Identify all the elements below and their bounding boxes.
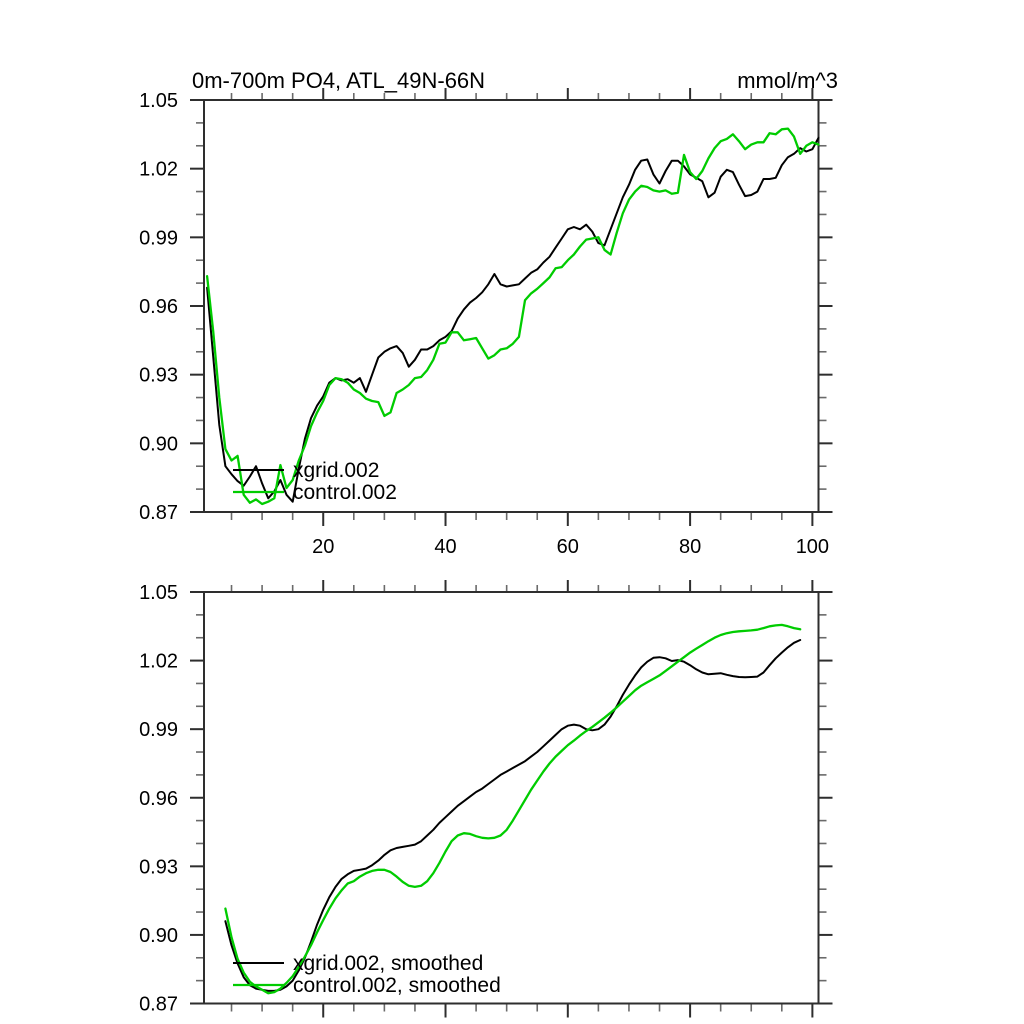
y-tick-label: 0.87 <box>139 994 178 1016</box>
y-tick-label: 0.96 <box>139 788 178 810</box>
y-tick-label: 0.99 <box>139 719 178 741</box>
legend-label: control.002, smoothed <box>293 974 501 997</box>
y-tick-label: 0.96 <box>139 296 178 318</box>
axes-layer: 20 40 60 80 100 0.87 0.90 0.93 0.96 0.99 1.02 1.05 <box>139 88 833 558</box>
series-layer <box>205 127 820 506</box>
y-tick-label: 1.05 <box>139 90 178 112</box>
series-line <box>224 623 802 995</box>
x-tick-label: 60 <box>557 536 579 558</box>
x-tick-label: 20 <box>312 536 334 558</box>
series-layer <box>224 623 802 995</box>
chart-title: 0m-700m PO4, ATL_49N-66N <box>192 68 485 93</box>
y-tick-label: 0.90 <box>139 925 178 947</box>
axes-layer: 0.87 0.90 0.93 0.96 0.99 1.02 1.05 <box>139 580 833 1018</box>
plot-frame <box>203 591 820 1005</box>
top-chart: 0m-700m PO4, ATL_49N-66N mmol/m^3 20 40 60… <box>139 68 838 558</box>
plot-frame <box>203 99 820 513</box>
series-line <box>205 127 820 506</box>
legend: xgrid.002 control.002 <box>233 459 397 504</box>
y-tick-label: 0.93 <box>139 856 178 878</box>
legend-label: control.002 <box>293 481 397 504</box>
x-tick-label: 100 <box>796 536 829 558</box>
y-tick-label: 0.87 <box>139 502 178 524</box>
series-line <box>206 136 820 503</box>
y-tick-label: 0.93 <box>139 365 178 387</box>
legend-label: xgrid.002, smoothed <box>293 952 483 975</box>
y-tick-label: 0.99 <box>139 227 178 249</box>
legend: xgrid.002, smoothed control.002, smoothe… <box>233 952 501 997</box>
bottom-chart: 0.87 0.90 0.93 0.96 0.99 1.02 1.05 xgrid.002, … <box>139 580 833 1018</box>
y-tick-label: 0.90 <box>139 433 178 455</box>
y-tick-label: 1.05 <box>139 582 178 604</box>
x-tick-label: 80 <box>679 536 701 558</box>
y-tick-label: 1.02 <box>139 651 178 673</box>
legend-label: xgrid.002 <box>293 459 379 482</box>
series-line <box>224 639 802 992</box>
x-tick-label: 40 <box>434 536 456 558</box>
chart-units-label: mmol/m^3 <box>737 68 838 93</box>
y-tick-label: 1.02 <box>139 159 178 181</box>
